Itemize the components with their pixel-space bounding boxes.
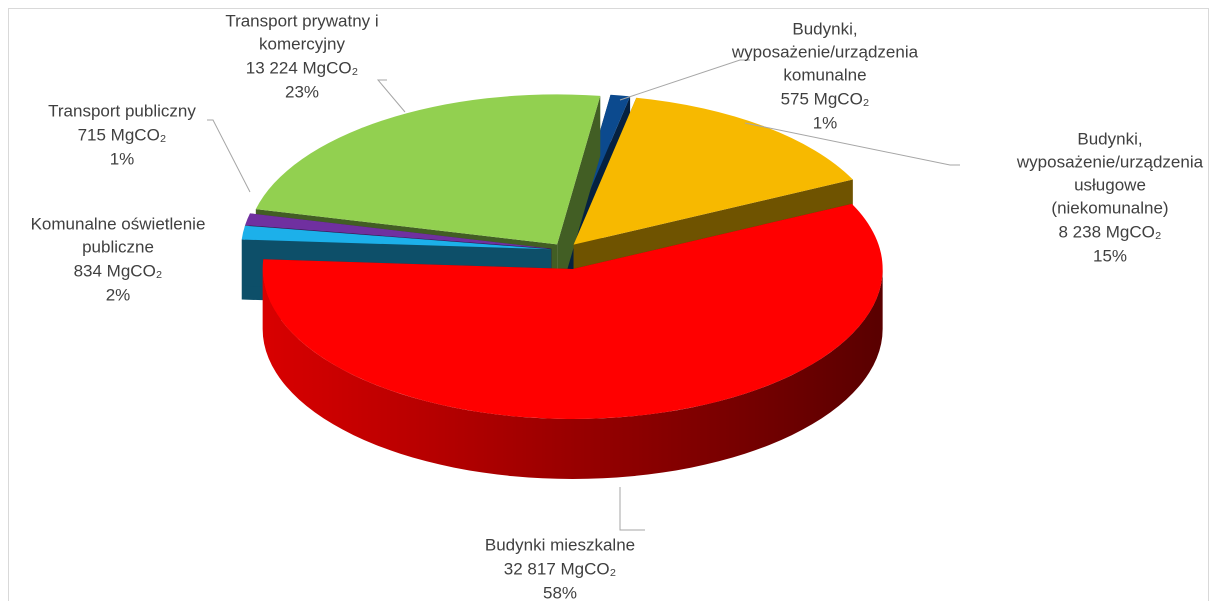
slice: [255, 94, 601, 245]
slice: [262, 203, 883, 419]
value-label: 32 817 MgCO₂: [504, 559, 616, 578]
percent-label: 23%: [285, 82, 319, 101]
slice-side: [262, 268, 883, 479]
slice-label: wyposażenie/urządzenia: [1016, 152, 1204, 171]
leader-line: [619, 487, 645, 531]
slice-label: publiczne: [82, 237, 154, 256]
value-label: 8 238 MgCO₂: [1059, 222, 1162, 241]
leader-line: [376, 79, 406, 113]
slice-label: usługowe: [1074, 175, 1146, 194]
slice-label: Budynki,: [1077, 129, 1142, 148]
percent-label: 58%: [543, 583, 577, 601]
slice-label: Komunalne oświetlenie: [31, 214, 206, 233]
leader-line: [619, 59, 750, 101]
slice-label: Transport publiczny: [48, 101, 196, 120]
slice-label: Budynki,: [792, 19, 857, 38]
leader-line: [207, 119, 251, 193]
value-label: 834 MgCO₂: [74, 261, 163, 280]
slice-label: (niekomunalne): [1051, 198, 1168, 217]
slice-label: komunalne: [783, 65, 866, 84]
slice-label: Transport prywatny i: [225, 11, 378, 30]
percent-label: 15%: [1093, 246, 1127, 265]
value-label: 715 MgCO₂: [78, 125, 167, 144]
value-label: 13 224 MgCO₂: [246, 58, 358, 77]
slice-label: wyposażenie/urządzenia: [731, 42, 919, 61]
percent-label: 1%: [813, 113, 838, 132]
slice-label: komercyjny: [259, 34, 345, 53]
slice: [573, 97, 853, 245]
percent-label: 2%: [106, 285, 131, 304]
value-label: 575 MgCO₂: [781, 89, 870, 108]
chart-frame: [8, 8, 1209, 601]
slice: [245, 213, 552, 249]
leader-line: [744, 122, 960, 166]
slice: [241, 225, 552, 250]
slice-label: Budynki mieszkalne: [485, 535, 635, 554]
slice-wall: [557, 95, 601, 305]
percent-label: 1%: [110, 149, 135, 168]
